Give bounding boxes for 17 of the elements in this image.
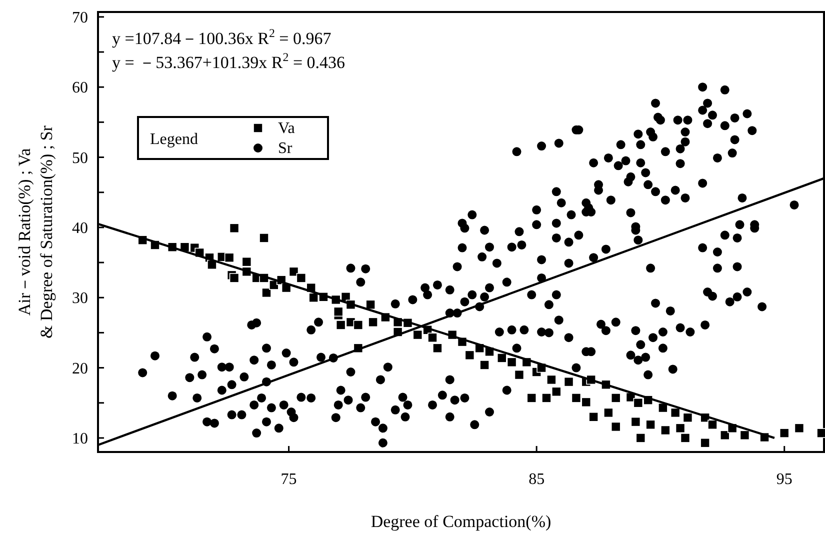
y-tick-label: 10 — [72, 430, 88, 448]
x-axis-title: Degree of Compaction(%) — [370, 512, 552, 531]
x-tick-label: 85 — [528, 471, 545, 488]
annotation: y = －53.367+101.39x R$^{2}$ = 0.436 — [112, 50, 346, 72]
y-axis-title: Air－void Ratio(%) ; Va & Degree of Saturation(%) ; Sr — [15, 125, 56, 338]
y-tick-label: 60 — [72, 80, 88, 97]
y-tick-label: 30 — [72, 290, 88, 308]
y-tick-label: 50 — [72, 150, 88, 167]
y-tick-label: 70 — [72, 10, 88, 27]
legend-label: Sr — [278, 140, 293, 157]
annotation: y =107.84－100.36x R$^{2}$ = 0.967 — [112, 26, 332, 48]
legend-title: Legend — [150, 131, 198, 148]
x-tick-label: 75 — [280, 471, 297, 488]
y-tick-label: 20 — [72, 360, 88, 378]
y-tick-label: 40 — [72, 220, 88, 238]
x-tick-label: 95 — [776, 471, 792, 488]
legend-label: Va — [278, 120, 295, 137]
